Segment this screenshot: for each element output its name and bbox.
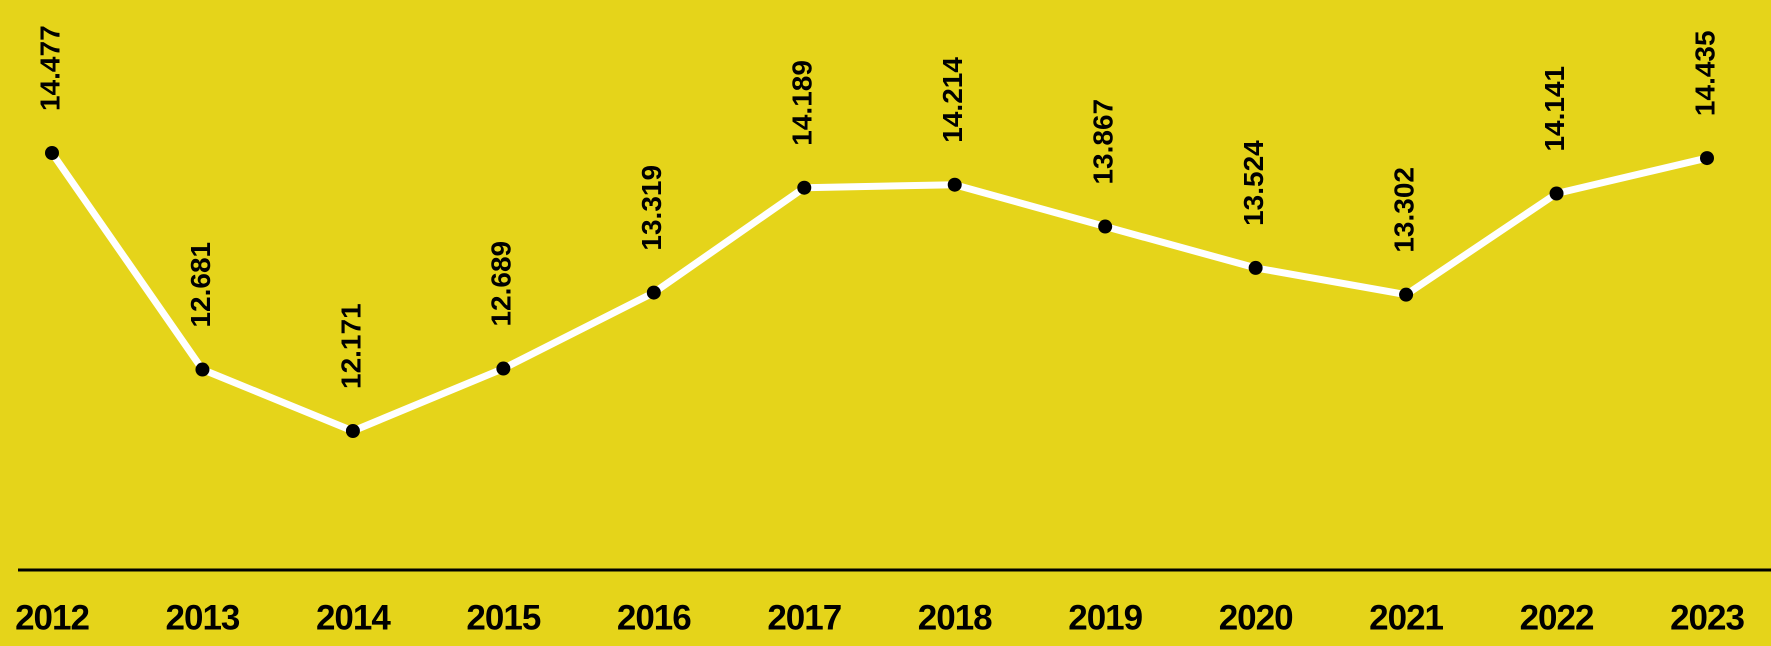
point <box>646 285 661 300</box>
x-tick-label: 2022 <box>1520 598 1594 637</box>
x-tick-label: 2014 <box>316 598 391 637</box>
data-label: 13.319 <box>636 165 667 251</box>
data-label: 14.214 <box>937 57 968 143</box>
point <box>797 180 812 195</box>
point <box>195 362 210 377</box>
point <box>947 177 962 192</box>
x-tick-label: 2012 <box>15 598 89 637</box>
data-label: 14.189 <box>787 60 818 146</box>
point <box>496 361 511 376</box>
x-tick-label: 2018 <box>918 598 992 637</box>
x-tick-label: 2015 <box>466 598 540 637</box>
x-tick-label: 2020 <box>1219 598 1293 637</box>
x-tick-label: 2013 <box>166 598 240 637</box>
point <box>1399 287 1414 302</box>
data-label: 12.681 <box>185 242 216 328</box>
x-tick-label: 2019 <box>1068 598 1142 637</box>
data-label: 14.477 <box>34 25 65 111</box>
point <box>345 424 360 438</box>
point <box>1248 260 1263 275</box>
x-tick-label: 2017 <box>767 598 841 637</box>
x-tick-label: 2021 <box>1369 598 1443 637</box>
x-tick-label: 2016 <box>617 598 691 637</box>
point <box>1549 186 1564 201</box>
point <box>1700 151 1714 166</box>
point <box>1098 219 1113 234</box>
data-label: 12.171 <box>335 303 366 389</box>
line <box>49 151 1708 435</box>
data-label: 14.141 <box>1539 66 1570 152</box>
data-label: 13.867 <box>1088 99 1119 185</box>
data-label: 13.524 <box>1238 140 1269 226</box>
data-label: 13.302 <box>1388 167 1419 253</box>
point <box>45 146 59 160</box>
data-label: 14.435 <box>1689 30 1720 116</box>
data-label: 12.689 <box>486 241 517 327</box>
x-tick-label: 2023 <box>1670 598 1744 637</box>
